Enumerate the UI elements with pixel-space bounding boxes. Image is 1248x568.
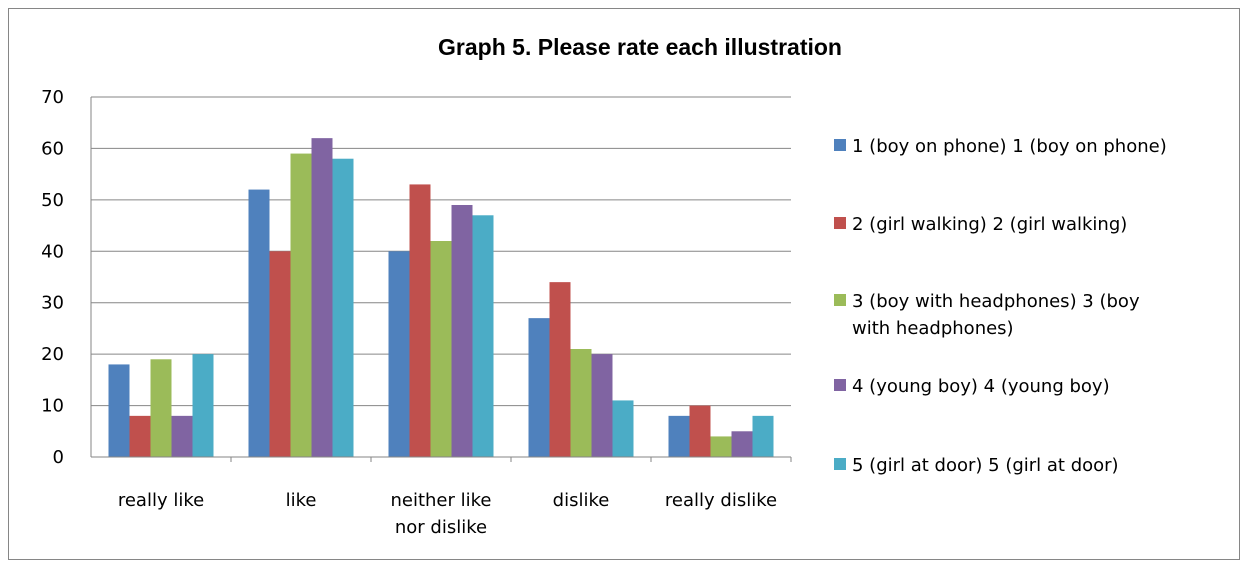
- bar: [668, 415, 690, 457]
- bars: [108, 138, 774, 458]
- bar: [612, 400, 634, 457]
- bar: [269, 251, 291, 457]
- legend-label: 1 (boy on phone) 1 (boy on phone): [852, 136, 1167, 157]
- bar: [171, 415, 193, 457]
- x-tick-label: nor dislike: [395, 517, 487, 538]
- legend-swatch: [834, 458, 846, 470]
- x-tick-label: dislike: [553, 490, 610, 511]
- x-tick-label: really dislike: [665, 490, 777, 511]
- axes: 0 10 20 30 40 50 60 70 really like like neither li…: [41, 87, 792, 538]
- bar: [311, 138, 333, 457]
- bar: [150, 359, 172, 457]
- bar: [430, 241, 452, 457]
- bar: [689, 405, 711, 457]
- bar: [528, 318, 550, 457]
- bar: [752, 415, 774, 457]
- legend-label: 5 (girl at door) 5 (girl at door): [852, 455, 1119, 476]
- y-tick-label: 60: [41, 138, 64, 159]
- bar: [129, 415, 151, 457]
- bar: [332, 158, 354, 457]
- bar: [731, 431, 753, 457]
- bar: [248, 189, 270, 458]
- y-tick-label: 10: [41, 396, 64, 417]
- y-tick-label: 20: [41, 344, 64, 365]
- bar: [570, 349, 592, 457]
- bar: [451, 205, 473, 457]
- bar: [290, 153, 312, 458]
- bar: [192, 354, 214, 457]
- bar: [591, 354, 613, 457]
- y-tick-label: 70: [41, 87, 64, 108]
- y-tick-label: 30: [41, 293, 64, 314]
- y-tick-label: 50: [41, 190, 64, 211]
- legend-swatch: [834, 294, 846, 306]
- legend-swatch: [834, 379, 846, 391]
- chart-title: Graph 5. Please rate each illustration: [438, 34, 842, 60]
- y-tick-label: 40: [41, 241, 64, 262]
- x-tick-label: really like: [118, 490, 204, 511]
- x-tick-label: neither like: [390, 490, 491, 511]
- legend-label: 4 (young boy) 4 (young boy): [852, 376, 1110, 397]
- legend-label: 3 (boy with headphones) 3 (boy: [852, 291, 1140, 312]
- y-tick-label: 0: [53, 447, 64, 468]
- bar: [710, 436, 732, 457]
- bar: [409, 184, 431, 457]
- bar: [472, 215, 494, 457]
- legend-swatch: [834, 217, 846, 229]
- x-tick-label: like: [286, 490, 317, 511]
- chart-frame: [8, 8, 1240, 560]
- legend-label: with headphones): [852, 318, 1014, 339]
- bar: [388, 251, 410, 457]
- legend-label: 2 (girl walking) 2 (girl walking): [852, 214, 1127, 235]
- legend: 1 (boy on phone) 1 (boy on phone) 2 (girl…: [834, 136, 1167, 476]
- bar: [108, 364, 130, 457]
- legend-swatch: [834, 139, 846, 151]
- bar: [549, 282, 571, 457]
